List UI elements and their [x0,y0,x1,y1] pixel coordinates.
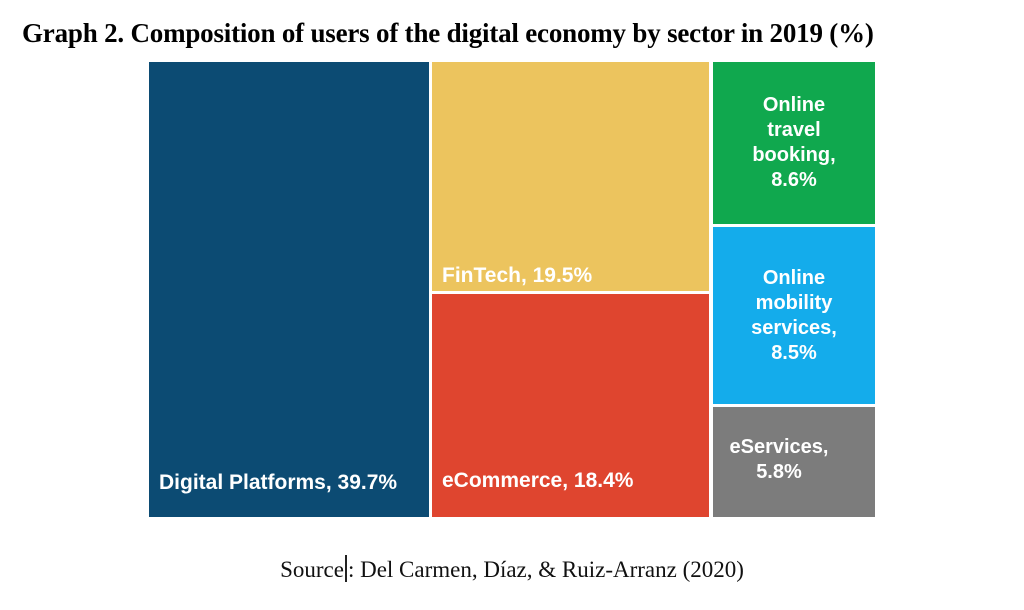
tile-label-ecommerce: eCommerce, 18.4% [442,469,634,492]
treemap-tile-online-travel-booking: Online travel booking, 8.6% [713,62,875,224]
treemap-tile-eservices: eServices, 5.8% [713,407,875,517]
tile-label-eservices: eServices, 5.8% [729,436,829,483]
source-note-citation: : Del Carmen, Díaz, & Ruiz-Arranz (2020) [347,557,744,582]
treemap-tile-fintech: FinTech, 19.5% [432,62,709,291]
tile-label-online-travel-booking: Online travel booking, 8.6% [752,94,836,191]
text-cursor [344,555,347,582]
tile-label-digital-platforms: Digital Platforms, 39.7% [159,471,398,494]
source-note-prefix: Source [280,557,344,582]
tile-label-online-mobility-services: Online mobility services, 8.5% [751,266,837,364]
treemap-chart: Digital Platforms, 39.7% FinTech, 19.5% … [149,62,875,517]
source-note: Source: Del Carmen, Díaz, & Ruiz-Arranz … [0,555,1024,583]
tile-label-fintech: FinTech, 19.5% [442,264,593,287]
chart-title: Graph 2. Composition of users of the dig… [22,18,874,48]
treemap-tile-ecommerce: eCommerce, 18.4% [432,294,709,517]
treemap-tile-online-mobility-services: Online mobility services, 8.5% [713,227,875,404]
treemap-tile-digital-platforms: Digital Platforms, 39.7% [149,62,429,517]
